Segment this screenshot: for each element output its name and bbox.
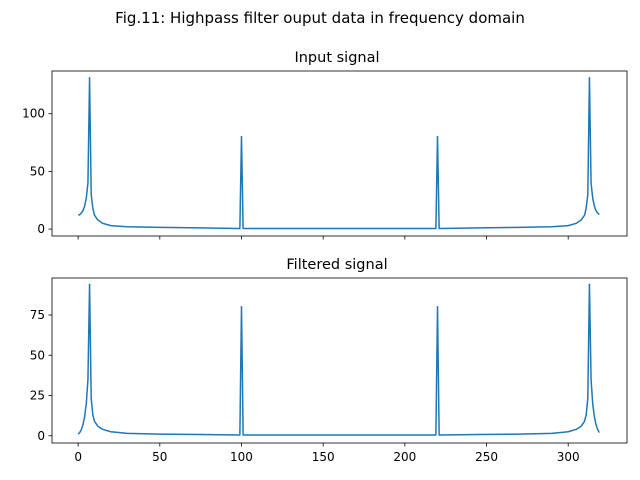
figure-title: Fig.11: Highpass filter ouput data in fr…	[115, 9, 525, 27]
y-tick-label-filtered-0: 0	[37, 429, 45, 443]
x-tick-label-filtered-300: 300	[557, 450, 580, 464]
peak-point-filtered-0	[88, 283, 91, 286]
x-tick-label-filtered-50: 50	[152, 450, 167, 464]
subplot-filtered-signal: Filtered signal 0 50 100 150 200 250 300 0 25 50 7…	[30, 257, 628, 464]
x-tick-label-filtered-0: 0	[74, 450, 82, 464]
y-tick-label-input-50: 50	[30, 164, 45, 178]
x-tick-label-filtered-100: 100	[230, 450, 253, 464]
y-tick-label-filtered-75: 75	[30, 308, 45, 322]
y-tick-label-filtered-50: 50	[30, 348, 45, 362]
y-tick-label-input-100: 100	[22, 107, 45, 121]
x-tick-label-filtered-150: 150	[312, 450, 335, 464]
peak-point-filtered-1	[240, 306, 243, 308]
axes-frame-filtered	[51, 277, 628, 444]
plot-area-filtered: 0 50 100 150 200 250 300 0 25 50 75	[30, 277, 628, 464]
peak-point-input-0	[88, 77, 91, 79]
peak-point-filtered-3	[588, 283, 591, 286]
peak-point-filtered-2	[436, 306, 439, 308]
plot-area-input: 0 50 100	[22, 70, 628, 240]
peak-point-input-2	[436, 135, 439, 138]
series-line-filtered	[77, 283, 600, 436]
peak-point-input-3	[588, 77, 591, 79]
x-tick-label-filtered-250: 250	[475, 450, 498, 464]
y-tick-label-input-0: 0	[37, 222, 45, 236]
subplot-title-filtered: Filtered signal	[286, 257, 387, 273]
peak-point-input-1	[240, 135, 243, 138]
subplot-input-signal: Input signal 0 50 100	[22, 50, 628, 240]
y-tick-label-filtered-25: 25	[30, 389, 45, 403]
x-tick-label-filtered-200: 200	[393, 450, 416, 464]
series-line-input	[77, 77, 600, 230]
axes-frame-input	[51, 70, 628, 237]
subplot-title-input: Input signal	[294, 50, 379, 66]
